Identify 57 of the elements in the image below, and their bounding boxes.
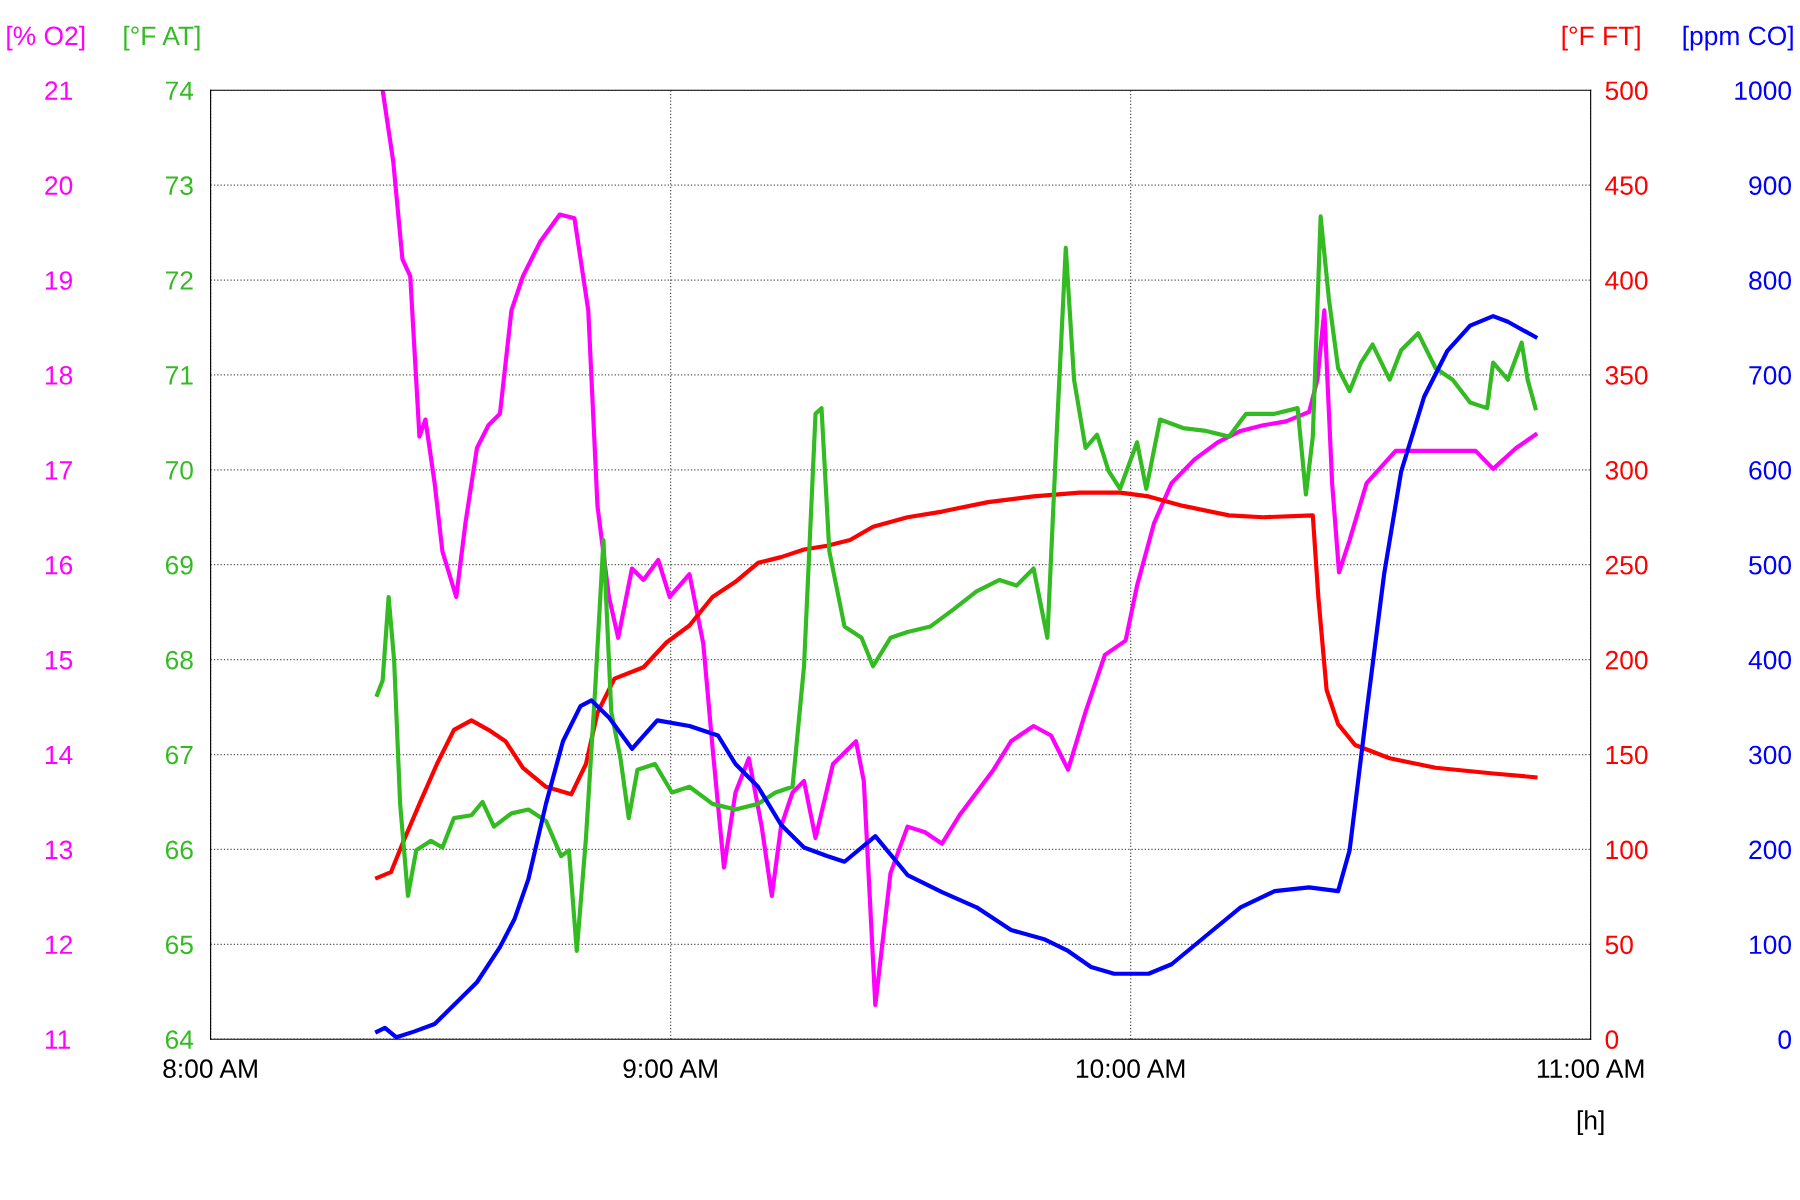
y2-axis-title: [ppm CO] <box>1683 25 1793 51</box>
y2-tick-label: 0 <box>1605 1030 1619 1050</box>
y2-tick-label: 450 <box>1605 176 1648 195</box>
y2-tick-label: 200 <box>1605 650 1648 670</box>
x-axis-title: [h] <box>1577 1110 1604 1135</box>
x-tick-label: 10:00 AM <box>1076 1059 1185 1079</box>
y-axis-title: [°F AT] <box>124 25 200 51</box>
y2-tick-label: 250 <box>1605 555 1648 575</box>
y2-tick-label: 300 <box>1749 745 1792 765</box>
line-series <box>375 490 1538 880</box>
y-tick-label: 69 <box>165 555 193 575</box>
y2-tick-label: 100 <box>1750 935 1792 955</box>
y2-tick-label: 400 <box>1605 271 1648 290</box>
y-tick-label: 66 <box>165 840 193 860</box>
y-tick-label: 21 <box>45 81 72 100</box>
y-tick-label: 18 <box>45 366 73 385</box>
y2-tick-label: 900 <box>1749 176 1792 195</box>
y-tick-label: 73 <box>165 176 193 195</box>
y2-tick-label: 700 <box>1749 366 1792 385</box>
y2-tick-label: 500 <box>1749 555 1792 575</box>
y-tick-label: 72 <box>165 271 193 290</box>
y-tick-label: 17 <box>45 461 72 480</box>
y2-tick-label: 100 <box>1606 840 1648 860</box>
y2-tick-label: 350 <box>1605 366 1648 385</box>
y2-tick-label: 200 <box>1749 840 1792 860</box>
y-tick-label: 64 <box>165 1030 194 1050</box>
y-tick-label: 70 <box>165 460 193 480</box>
y-axis-title: [% O2] <box>7 25 85 51</box>
line-series <box>375 214 1538 954</box>
y-tick-label: 12 <box>45 935 72 954</box>
line-series <box>375 314 1538 1040</box>
y2-tick-label: 600 <box>1749 460 1792 480</box>
x-tick-label: 9:00 AM <box>623 1059 717 1079</box>
x-tick-label: 11:00 AM <box>1537 1059 1644 1079</box>
y2-tick-label: 0 <box>1778 1030 1792 1050</box>
x-tick-label: 8:00 AM <box>163 1059 257 1079</box>
y2-tick-label: 150 <box>1606 745 1648 765</box>
y2-tick-label: 800 <box>1749 271 1792 290</box>
y-tick-label: 15 <box>45 651 73 670</box>
y-tick-label: 13 <box>45 840 73 860</box>
y-tick-label: 14 <box>45 745 73 765</box>
y-tick-label: 68 <box>165 650 193 670</box>
y2-axis-title: [°F FT] <box>1562 25 1640 51</box>
y-tick-label: 11 <box>45 1030 71 1049</box>
y2-tick-label: 300 <box>1605 460 1648 480</box>
y2-tick-label: 400 <box>1748 650 1792 670</box>
y2-tick-label: 50 <box>1605 935 1633 955</box>
y-tick-label: 74 <box>165 81 194 100</box>
y-tick-label: 65 <box>165 935 193 955</box>
y-tick-label: 20 <box>45 176 73 195</box>
y-tick-label: 19 <box>45 271 73 290</box>
y-tick-label: 71 <box>165 366 193 385</box>
y2-tick-label: 1000 <box>1735 81 1792 101</box>
y2-tick-label: 500 <box>1605 81 1648 101</box>
y-tick-label: 16 <box>45 555 73 575</box>
y-tick-label: 67 <box>165 745 193 765</box>
line-series <box>380 90 1538 1008</box>
